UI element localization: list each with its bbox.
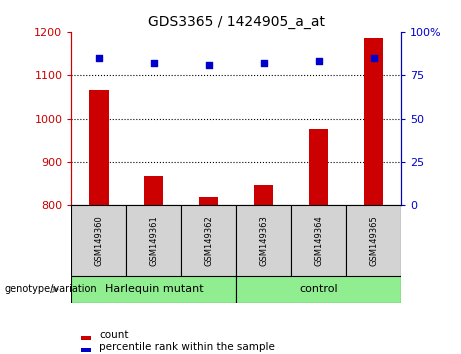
- Point: [370, 55, 377, 61]
- Bar: [291, 205, 346, 276]
- Bar: [309, 130, 328, 205]
- Text: percentile rank within the sample: percentile rank within the sample: [99, 342, 275, 352]
- Text: genotype/variation: genotype/variation: [5, 284, 97, 295]
- Text: GSM149362: GSM149362: [204, 215, 213, 266]
- Bar: [144, 176, 164, 205]
- Bar: [71, 276, 236, 303]
- Text: count: count: [99, 330, 129, 339]
- Point: [95, 55, 103, 61]
- Bar: [364, 38, 383, 205]
- Bar: [236, 205, 291, 276]
- Point: [260, 60, 267, 66]
- Bar: [126, 205, 181, 276]
- Text: Harlequin mutant: Harlequin mutant: [105, 284, 203, 295]
- Text: control: control: [299, 284, 338, 295]
- Text: GSM149360: GSM149360: [95, 215, 103, 266]
- Text: GSM149365: GSM149365: [369, 215, 378, 266]
- Bar: [236, 276, 401, 303]
- Bar: [181, 205, 236, 276]
- Bar: [346, 205, 401, 276]
- Bar: [254, 184, 273, 205]
- Text: GSM149361: GSM149361: [149, 215, 159, 266]
- Bar: [89, 90, 108, 205]
- Bar: [71, 205, 126, 276]
- Bar: [199, 197, 219, 205]
- Point: [205, 62, 213, 68]
- Point: [315, 58, 322, 64]
- Point: [150, 60, 158, 66]
- Title: GDS3365 / 1424905_a_at: GDS3365 / 1424905_a_at: [148, 16, 325, 29]
- Text: GSM149363: GSM149363: [259, 215, 268, 266]
- Text: GSM149364: GSM149364: [314, 215, 323, 266]
